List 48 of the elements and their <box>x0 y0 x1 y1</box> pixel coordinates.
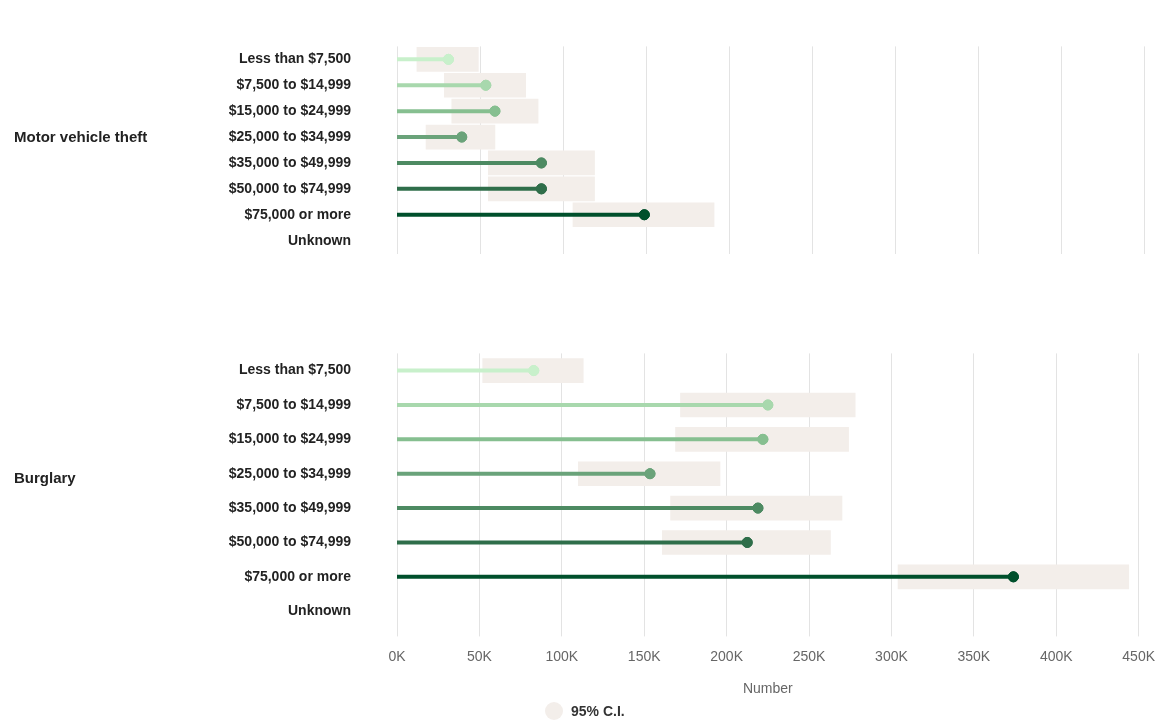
y-tick-label: $50,000 to $74,999 <box>228 179 352 196</box>
point <box>757 433 769 445</box>
point <box>535 183 547 195</box>
y-tick-label: $75,000 or more <box>244 205 352 222</box>
point <box>442 53 454 65</box>
point <box>456 131 468 143</box>
bar <box>897 564 1130 590</box>
y-tick-label: $15,000 to $24,999 <box>228 430 352 447</box>
y-tick-label: $7,500 to $14,999 <box>236 76 352 93</box>
x-tick-label: 50K <box>466 647 493 664</box>
x-tick-label: 150K <box>627 647 662 664</box>
point <box>644 468 656 480</box>
bar <box>662 530 831 555</box>
y-axis-title: Burglary <box>14 469 77 487</box>
x-tick-label: 100K <box>545 647 579 664</box>
y-tick-label: $25,000 to $34,999 <box>228 464 352 481</box>
y-tick-label: $35,000 to $49,999 <box>228 153 352 170</box>
x-tick-label: 450K <box>1122 647 1156 664</box>
x-tick-label: 350K <box>957 647 991 664</box>
x-tick-label: 250K <box>792 647 827 664</box>
y-tick-label: $75,000 or more <box>244 567 352 584</box>
bar <box>680 392 856 418</box>
point <box>528 365 540 377</box>
y-axis-title: Motor vehicle theft <box>14 128 148 146</box>
x-axis-title: Number <box>742 680 794 697</box>
y-tick-label: $50,000 to $74,999 <box>228 533 352 550</box>
point <box>489 105 501 117</box>
point <box>741 536 753 548</box>
y-tick-label: $25,000 to $34,999 <box>228 127 352 144</box>
x-tick-label: 300K <box>875 647 909 664</box>
point <box>638 209 650 221</box>
point <box>762 399 774 411</box>
point <box>1007 571 1019 583</box>
point <box>752 502 764 514</box>
y-tick-label: Less than $7,500 <box>238 361 352 378</box>
y-tick-label: $35,000 to $49,999 <box>228 498 352 515</box>
bar <box>675 427 849 452</box>
y-tick-label: $15,000 to $24,999 <box>228 102 352 119</box>
point <box>480 79 492 91</box>
point <box>535 157 547 169</box>
x-tick-label: 0K <box>388 647 407 664</box>
y-tick-label: Less than $7,500 <box>238 50 352 67</box>
y-tick-label: Unknown <box>288 231 351 248</box>
y-tick-label: Unknown <box>288 602 351 619</box>
y-tick-label: $7,500 to $14,999 <box>236 395 352 412</box>
x-tick-label: 200K <box>710 647 744 664</box>
legend-label: 95% C.I. <box>571 703 625 719</box>
x-tick-label: 400K <box>1039 647 1074 664</box>
